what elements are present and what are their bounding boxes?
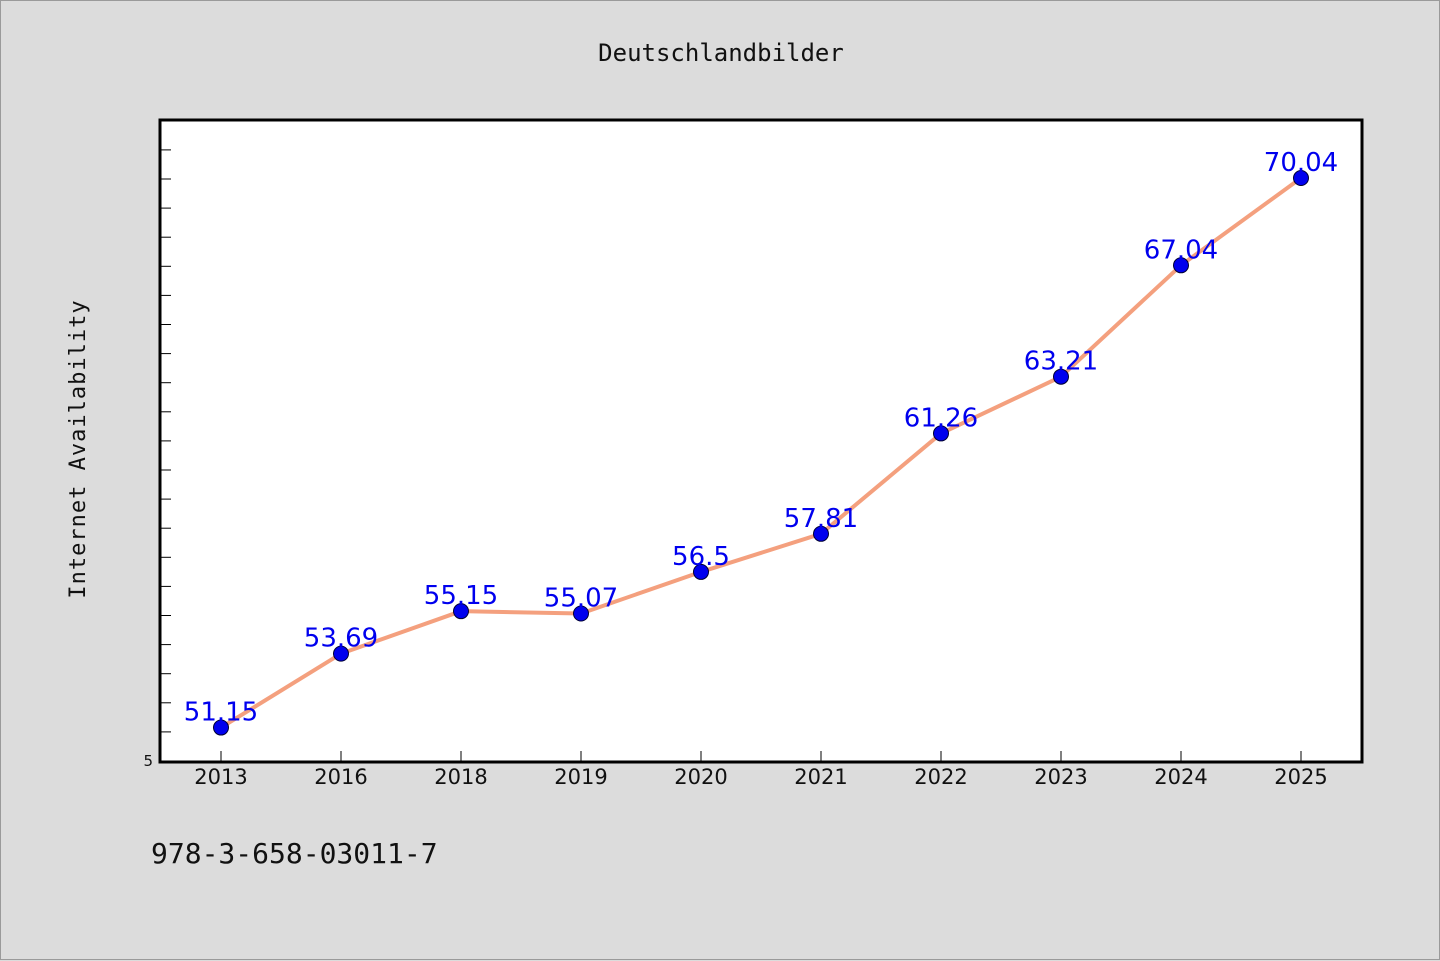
data-label: 70.04 [1264, 148, 1338, 178]
x-tick-label: 2018 [434, 765, 487, 789]
x-tick-label: 2023 [1034, 765, 1087, 789]
data-label: 63.21 [1024, 347, 1098, 377]
chart-title: Deutschlandbilder [598, 39, 844, 67]
data-point [933, 425, 949, 442]
data-point [213, 719, 229, 736]
series-line [219, 176, 1303, 730]
x-tick-label: 2021 [794, 765, 847, 789]
data-point [1053, 368, 1069, 385]
series-group: 51.15 53.69 55.15 55.07 56.5 57.81 61.26 63.21 6… [184, 148, 1338, 736]
data-point [813, 525, 829, 542]
data-point [1293, 170, 1309, 187]
data-point [333, 645, 349, 662]
data-label: 61.26 [904, 403, 978, 433]
x-tick-label: 2016 [314, 765, 367, 789]
y-axis-label: Internet Availability [66, 299, 91, 598]
x-tick-label: 2013 [194, 765, 247, 789]
x-tick-label: 2024 [1154, 765, 1207, 789]
data-point [1173, 257, 1189, 274]
footer-code: 978-3-658-03011-7 [151, 837, 438, 870]
data-label: 67.04 [1144, 235, 1218, 265]
data-point [453, 603, 469, 620]
x-tick-label: 2020 [674, 765, 727, 789]
data-label: 56.5 [672, 542, 730, 572]
y-axis-ticks: 5 [143, 149, 171, 770]
plot-area [158, 118, 1364, 764]
x-tick-label: 2022 [914, 765, 967, 789]
x-axis-ticks: 2013 2016 2018 2019 2020 2021 2022 2023 2024 2025 [194, 751, 1328, 789]
data-label: 55.07 [544, 584, 618, 614]
x-tick-label: 2025 [1274, 765, 1327, 789]
data-point [693, 563, 709, 580]
data-label: 53.69 [304, 624, 378, 654]
data-label: 55.15 [424, 581, 498, 611]
x-tick-label: 2019 [554, 765, 607, 789]
data-point [573, 605, 589, 622]
y-tick-label: 5 [143, 752, 153, 770]
data-label: 57.81 [784, 504, 858, 534]
data-label: 51.15 [184, 698, 258, 728]
